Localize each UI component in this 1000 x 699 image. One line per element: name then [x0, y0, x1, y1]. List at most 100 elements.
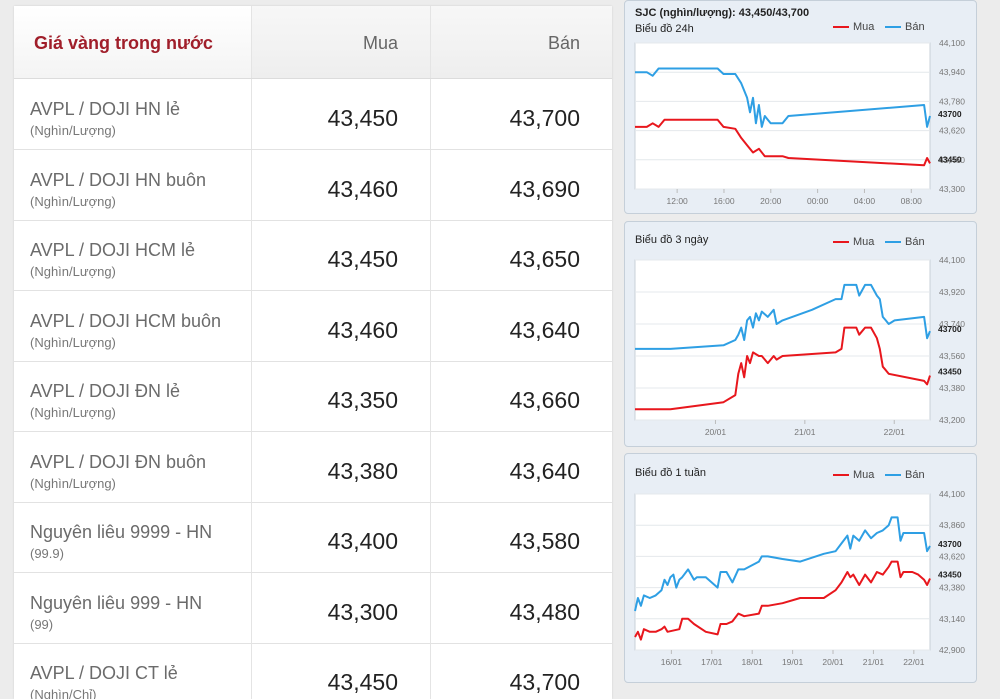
- product-unit: (Nghìn/Lượng): [30, 475, 116, 491]
- buy-price: 43,460: [327, 316, 398, 343]
- plot-area: [634, 259, 931, 421]
- chart-panel-24h: SJC (nghìn/lượng): 43,450/43,700 Biểu đồ…: [624, 0, 977, 214]
- y-tick-label: 42,900: [939, 645, 965, 655]
- y-tick-label: 43,780: [939, 96, 965, 106]
- y-tick-label: 43,200: [939, 415, 965, 425]
- product-unit: (Nghìn/Lượng): [30, 193, 116, 209]
- x-tick-label: 04:00: [854, 196, 876, 206]
- sell-price: 43,580: [509, 528, 580, 554]
- buy-price: 43,400: [327, 528, 398, 554]
- chart-title-24h: Biểu đồ 24h: [635, 23, 694, 35]
- buy-price: 43,460: [327, 175, 398, 202]
- product-name: Nguyên liêu 999 - HN: [30, 592, 203, 613]
- table-row: AVPL / DOJI HN lẻ (Nghìn/Lượng) 43,450 43,7…: [14, 79, 612, 150]
- product-name: AVPL / DOJI HN buôn: [30, 169, 207, 190]
- x-tick-label: 18/01: [742, 657, 764, 667]
- product-name: Nguyên liêu 9999 - HN: [30, 522, 213, 542]
- legend-buy[interactable]: Mua: [833, 236, 874, 248]
- legend-sell[interactable]: Bán: [885, 469, 925, 481]
- sell-price: 43,640: [509, 316, 580, 343]
- sell-end-label: 43700: [938, 109, 962, 119]
- chart-title-3-days: Biểu đồ 3 ngày: [635, 234, 709, 246]
- series-line-buy: [635, 326, 931, 411]
- y-tick-label: 44,100: [939, 38, 965, 48]
- y-tick-label: 43,560: [939, 351, 965, 361]
- x-tick-label: 17/01: [701, 657, 723, 667]
- buy-price: 43,350: [327, 387, 398, 413]
- buy-price: 43,300: [327, 598, 398, 625]
- column-header-buy[interactable]: Mua: [362, 33, 398, 53]
- series-line-sell: [635, 67, 931, 128]
- legend-buy[interactable]: Mua: [833, 21, 874, 33]
- product-name: AVPL / DOJI ĐN lẻ: [30, 381, 181, 401]
- y-tick-label: 43,380: [939, 583, 965, 593]
- product-name: AVPL / DOJI CT lẻ: [30, 663, 178, 683]
- buy-price: 43,380: [327, 457, 398, 484]
- x-tick-label: 08:00: [901, 196, 923, 206]
- product-unit: (Nghìn/Lượng): [30, 264, 116, 279]
- x-tick-label: 22/01: [884, 427, 906, 437]
- sell-end-label: 43700: [938, 539, 962, 549]
- table-row: AVPL / DOJI HCM lẻ (Nghìn/Lượng) 43,450 43,…: [14, 220, 612, 291]
- buy-end-label: 43450: [938, 570, 962, 580]
- series-line-buy: [634, 560, 931, 641]
- x-tick-label: 16/01: [661, 657, 683, 667]
- plot-area: [634, 42, 931, 190]
- x-tick-label: 21/01: [863, 657, 885, 667]
- x-tick-label: 20:00: [760, 196, 782, 206]
- gold-price-table: Giá vàng trong nước Mua Bán AVPL / DOJI …: [14, 6, 612, 699]
- table-row: Nguyên liêu 999 - HN (99) 43,300 43,480: [14, 572, 612, 644]
- x-tick-label: 16:00: [713, 196, 735, 206]
- buy-price: 43,450: [327, 246, 398, 272]
- product-unit: (Nghìn/Lượng): [30, 123, 116, 138]
- x-tick-label: 20/01: [822, 657, 844, 667]
- column-header-sell[interactable]: Bán: [547, 33, 580, 53]
- table-row: AVPL / DOJI ĐN buôn (Nghìn/Lượng) 43,380 43…: [14, 431, 612, 503]
- buy-end-label: 43450: [938, 154, 962, 164]
- sell-price: 43,700: [509, 669, 580, 695]
- product-unit: (99): [30, 616, 54, 632]
- sell-price: 43,480: [509, 598, 580, 625]
- product-name: AVPL / DOJI ĐN buôn: [30, 451, 207, 472]
- x-tick-label: 19/01: [782, 657, 804, 667]
- y-tick-label: 43,920: [939, 287, 965, 297]
- x-tick-label: 21/01: [794, 427, 816, 437]
- x-tick-label: 20/01: [705, 427, 727, 437]
- sell-price: 43,660: [509, 387, 580, 413]
- table-row: AVPL / DOJI HN buôn (Nghìn/Lượng) 43,460 43…: [14, 149, 612, 221]
- sell-end-label: 43700: [938, 324, 962, 334]
- y-tick-label: 44,100: [939, 489, 965, 499]
- product-unit: (99.9): [30, 546, 64, 561]
- table-title: Giá vàng trong nước: [34, 33, 213, 53]
- y-tick-label: 43,620: [939, 551, 965, 561]
- buy-end-label: 43450: [938, 367, 962, 377]
- y-tick-label: 44,100: [939, 255, 965, 265]
- line-chart-24h: 44,100 43,940 43,780 43,620 43,460 43,300 12:0…: [634, 38, 965, 206]
- x-tick-label: 00:00: [807, 196, 829, 206]
- y-tick-label: 43,740: [939, 319, 965, 329]
- table-row: AVPL / DOJI ĐN lẻ (Nghìn/Lượng) 43,350 43,6…: [14, 361, 612, 432]
- series-line-sell: [634, 516, 931, 612]
- legend-sell[interactable]: Bán: [885, 21, 925, 33]
- sell-price: 43,640: [509, 457, 580, 484]
- y-tick-label: 43,140: [939, 614, 965, 624]
- table-row: AVPL / DOJI HCM buôn (Nghìn/Lượng) 43,460 4…: [14, 290, 612, 362]
- sjc-price-header: SJC (nghìn/lượng): 43,450/43,700: [635, 7, 810, 19]
- product-name: AVPL / DOJI HCM lẻ: [30, 240, 196, 260]
- product-name: AVPL / DOJI HCM buôn: [30, 310, 222, 331]
- x-tick-label: 22/01: [903, 657, 925, 667]
- plot-area: [634, 493, 931, 651]
- y-tick-label: 43,380: [939, 383, 965, 393]
- y-tick-label: 43,940: [939, 67, 965, 77]
- y-tick-label: 43,620: [939, 126, 965, 136]
- x-tick-label: 12:00: [667, 196, 689, 206]
- table-row: Nguyên liêu 9999 - HN (99.9) 43,400 43,580: [14, 502, 612, 573]
- legend-buy[interactable]: Mua: [833, 469, 874, 481]
- buy-price: 43,450: [327, 669, 398, 695]
- legend-sell[interactable]: Bán: [885, 236, 925, 248]
- line-chart-3-days: 44,100 43,920 43,740 43,560 43,380 43,200 20/0…: [634, 255, 965, 437]
- y-tick-label: 43,460: [939, 155, 965, 165]
- y-tick-label: 43,860: [939, 520, 965, 530]
- product-unit: (Nghìn/Lượng): [30, 405, 116, 420]
- sell-price: 43,690: [509, 175, 580, 202]
